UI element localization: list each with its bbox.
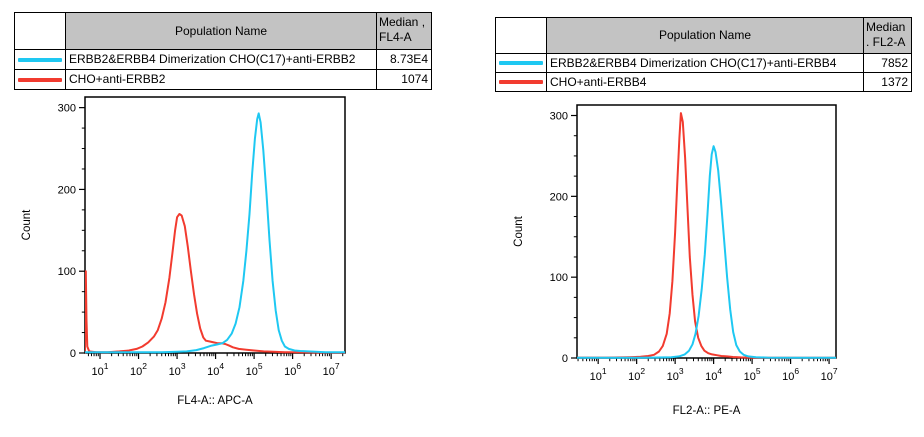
y-tick-label: 100 <box>58 266 76 278</box>
x-tick-label: 103 <box>667 366 684 383</box>
col-header-median: Median . FL2-A <box>863 18 911 53</box>
x-tick-label: 106 <box>782 366 799 383</box>
y-axis: 0 100 200 300 <box>550 111 577 365</box>
legend-table-left: Population Name Median , FL4-A ERBB2&ERB… <box>14 12 432 90</box>
y-tick-label: 200 <box>58 184 76 196</box>
median-header-line2: FL4-A <box>379 30 412 44</box>
median-header-line1: Median <box>866 20 906 34</box>
population-name: CHO+anti-ERBB4 <box>546 73 863 91</box>
y-axis-title: Count <box>21 209 33 240</box>
table-header-row: Population Name Median . FL2-A <box>496 18 911 53</box>
y-axis: 0 100 200 300 <box>58 103 85 360</box>
median-value: 1372 <box>863 73 911 91</box>
histogram-curve-cyan <box>85 112 345 354</box>
y-tick-label: 200 <box>550 191 568 203</box>
x-tick-label: 105 <box>744 366 761 383</box>
population-name: CHO+anti-ERBB2 <box>65 70 376 89</box>
curves <box>577 112 836 359</box>
legend-color-line-cyan <box>499 61 543 65</box>
median-header-line2: . FL2-A <box>866 35 906 49</box>
population-name: ERBB2&ERBB4 Dimerization CHO(C17)+anti-E… <box>546 54 863 72</box>
curves <box>85 112 345 354</box>
x-axis-title: FL2-A:: PE-A <box>673 405 741 417</box>
col-header-population-name: Population Name <box>546 18 863 53</box>
x-tick-label: 104 <box>207 361 224 378</box>
x-axis-title: FL4-A:: APC-A <box>177 395 253 407</box>
x-tick-label: 104 <box>705 366 722 383</box>
y-tick-label: 100 <box>550 272 568 284</box>
legend-color-line-red <box>499 80 543 84</box>
x-tick-label: 103 <box>169 361 186 378</box>
y-tick-label: 0 <box>562 353 568 365</box>
histogram-curve-red <box>577 112 836 359</box>
swatch-column-header <box>15 13 65 49</box>
swatch-cell <box>496 73 546 91</box>
y-tick-label: 0 <box>70 348 76 360</box>
median-header-line1: Median , <box>379 15 426 29</box>
x-tick-label: 107 <box>821 366 838 383</box>
col-header-population-name: Population Name <box>65 13 376 49</box>
x-tick-label: 101 <box>590 366 607 383</box>
y-axis-title: Count <box>513 215 525 246</box>
x-tick-label: 105 <box>246 361 263 378</box>
histogram-curve-cyan <box>577 145 836 359</box>
legend-color-line-red <box>18 77 62 82</box>
population-name: ERBB2&ERBB4 Dimerization CHO(C17)+anti-E… <box>65 50 376 69</box>
y-tick-label: 300 <box>550 111 568 123</box>
x-tick-label: 107 <box>323 361 340 378</box>
swatch-cell <box>496 54 546 72</box>
x-tick-label: 102 <box>628 366 645 383</box>
col-header-median: Median , FL4-A <box>376 13 431 49</box>
population-row[interactable]: CHO+anti-ERBB4 1372 <box>496 72 911 91</box>
median-value: 1074 <box>376 70 431 89</box>
table-header-row: Population Name Median , FL4-A <box>15 13 431 49</box>
x-axis: 101 102 103 104 105 106 107 <box>577 358 838 383</box>
population-row[interactable]: CHO+anti-ERBB2 1074 <box>15 69 431 89</box>
legend-table-right: Population Name Median . FL2-A ERBB2&ERB… <box>495 17 912 92</box>
swatch-column-header <box>496 18 546 53</box>
x-axis: 101 102 103 104 105 106 107 <box>87 353 344 378</box>
swatch-cell <box>15 50 65 69</box>
x-tick-label: 106 <box>284 361 301 378</box>
median-value: 8.73E4 <box>376 50 431 69</box>
legend-color-line-cyan <box>18 57 62 62</box>
x-tick-label: 102 <box>130 361 147 378</box>
population-row[interactable]: ERBB2&ERBB4 Dimerization CHO(C17)+anti-E… <box>15 49 431 69</box>
population-row[interactable]: ERBB2&ERBB4 Dimerization CHO(C17)+anti-E… <box>496 53 911 72</box>
median-value: 7852 <box>863 54 911 72</box>
y-tick-label: 300 <box>58 103 76 115</box>
x-tick-label: 101 <box>92 361 109 378</box>
swatch-cell <box>15 70 65 89</box>
plot-frame <box>84 96 346 354</box>
